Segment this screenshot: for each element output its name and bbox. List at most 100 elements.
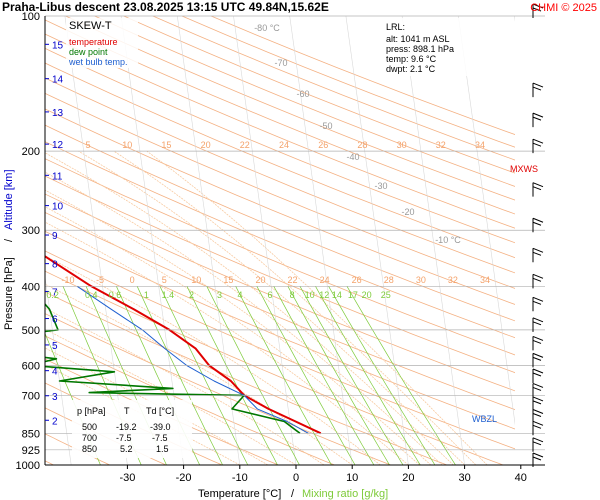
adiabat-label: 5	[85, 140, 90, 150]
table-header-td: Td [°C]	[146, 406, 174, 416]
isotherm-label: -50	[319, 121, 332, 131]
adiabat-label: 30	[416, 275, 426, 285]
mixing-ratio-label: 1.4	[162, 290, 175, 300]
lrl-alt: alt: 1041 m ASL	[386, 34, 450, 44]
wind-barb	[532, 217, 544, 233]
dry-adiabat-line	[45, 124, 515, 322]
mixing-ratio-label: 3	[217, 290, 222, 300]
adiabat-label: 32	[448, 275, 458, 285]
adiabat-label: 15	[223, 275, 233, 285]
pressure-tick-label: 850	[22, 428, 40, 440]
wind-barb	[532, 335, 544, 351]
wind-barb-flag	[532, 321, 542, 326]
wind-barb-flag	[532, 7, 542, 12]
mixing-ratio-label: 20	[362, 290, 372, 300]
dry-adiabat-line	[45, 335, 336, 465]
adiabat-label: 34	[480, 275, 490, 285]
wind-barb	[532, 3, 544, 18]
mixing-ratio-label: 12	[319, 290, 329, 300]
wind-barb-flag	[532, 368, 544, 374]
x-tick-label: -10	[232, 472, 248, 484]
lrl-press: press: 898.1 hPa	[386, 44, 454, 54]
wind-barb-flag	[532, 82, 544, 88]
isotherm-line	[345, 16, 409, 465]
isotherm-label: -10 °C	[435, 235, 461, 245]
legend-wet-bulb: wet bulb temp.	[68, 57, 128, 67]
lrl-title: LRL:	[386, 22, 405, 32]
wind-barb	[532, 352, 544, 368]
isotherm-line	[177, 16, 241, 465]
table-cell: -19.2	[116, 422, 137, 432]
lrl-temp: temp: 9.6 °C	[386, 54, 437, 64]
isotherm-line	[64, 16, 128, 465]
chart-grid	[45, 16, 515, 465]
wind-barb	[532, 409, 544, 424]
wind-barb-flag	[532, 352, 544, 358]
altitude-tick-label: 14	[52, 75, 64, 86]
isotherm-line	[401, 16, 465, 465]
mixing-ratio-label: 8	[290, 290, 295, 300]
table-cell: -39.0	[150, 422, 171, 432]
wind-barb-flag	[532, 424, 542, 429]
wind-barb-flag	[532, 386, 542, 391]
adiabat-label: 30	[397, 140, 407, 150]
dry-adiabat-line	[45, 175, 515, 374]
wind-barb	[532, 182, 544, 197]
wbzl-label: WBZL	[472, 414, 497, 424]
pressure-tick-label: 500	[22, 325, 40, 337]
x-tick-label: 10	[346, 472, 358, 484]
mixing-ratio-label: 2	[189, 290, 194, 300]
wind-barb	[532, 396, 544, 411]
isotherm-line	[289, 16, 353, 465]
wind-barb-flag	[532, 317, 544, 323]
xlabel-temperature: Temperature [°C]	[198, 488, 281, 500]
isotherm-line	[233, 16, 297, 465]
ylabel-altitude: Altitude [km]	[3, 169, 15, 230]
wind-barb-flag	[532, 186, 542, 191]
ylabel-separator: /	[3, 238, 15, 242]
adiabat-label: 32	[436, 140, 446, 150]
wind-barb-flag	[532, 217, 544, 223]
table-cell: 1.5	[156, 444, 169, 454]
table-cell: 700	[82, 433, 97, 443]
wind-barb	[532, 437, 544, 452]
wind-barb-flag	[532, 372, 542, 377]
legend-box: SKEW-T temperature dew point wet bulb te…	[66, 18, 138, 68]
table-header-p: p [hPa]	[77, 406, 106, 416]
wind-barb	[532, 273, 544, 289]
wind-barb-flag	[532, 251, 542, 256]
mixing-ratio-label: 1	[144, 290, 149, 300]
x-tick-label: 0	[293, 472, 299, 484]
wind-barb-flag	[532, 456, 542, 461]
dry-adiabat-line	[45, 141, 515, 339]
altitude-tick-label: 7	[52, 287, 58, 298]
wind-barb-flag	[532, 382, 544, 388]
x-tick-label: 40	[515, 472, 527, 484]
legend-dew-point: dew point	[69, 47, 108, 57]
dry-adiabat-line	[45, 358, 280, 465]
isotherm-line	[120, 16, 184, 465]
wind-barb-flag	[532, 300, 542, 305]
wind-barb	[532, 420, 544, 436]
table-cell: -7.5	[116, 433, 132, 443]
mixing-ratio-label: 0.4	[85, 290, 98, 300]
dry-adiabat-line	[45, 92, 515, 289]
pressure-tick-label: 925	[22, 445, 40, 457]
adiabat-label: 0	[130, 275, 135, 285]
legend-temperature: temperature	[69, 37, 118, 47]
isotherm-label: -70	[274, 58, 287, 68]
wind-barb-flag	[532, 142, 542, 147]
wind-barb	[532, 452, 544, 467]
wind-barb	[532, 368, 544, 383]
table-cell: -7.5	[152, 433, 168, 443]
altitude-tick-label: 9	[52, 231, 58, 242]
pressure-tick-label: 100	[22, 11, 40, 23]
altitude-tick-label: 6	[52, 315, 58, 326]
wind-barb-flag	[532, 221, 542, 226]
wind-barb-flag	[532, 437, 544, 443]
adiabat-label: 10	[191, 275, 201, 285]
wind-barb	[532, 317, 544, 332]
lrl-box: LRL: alt: 1041 m ASL press: 898.1 hPa te…	[383, 18, 469, 76]
adiabat-label: 24	[279, 140, 289, 150]
